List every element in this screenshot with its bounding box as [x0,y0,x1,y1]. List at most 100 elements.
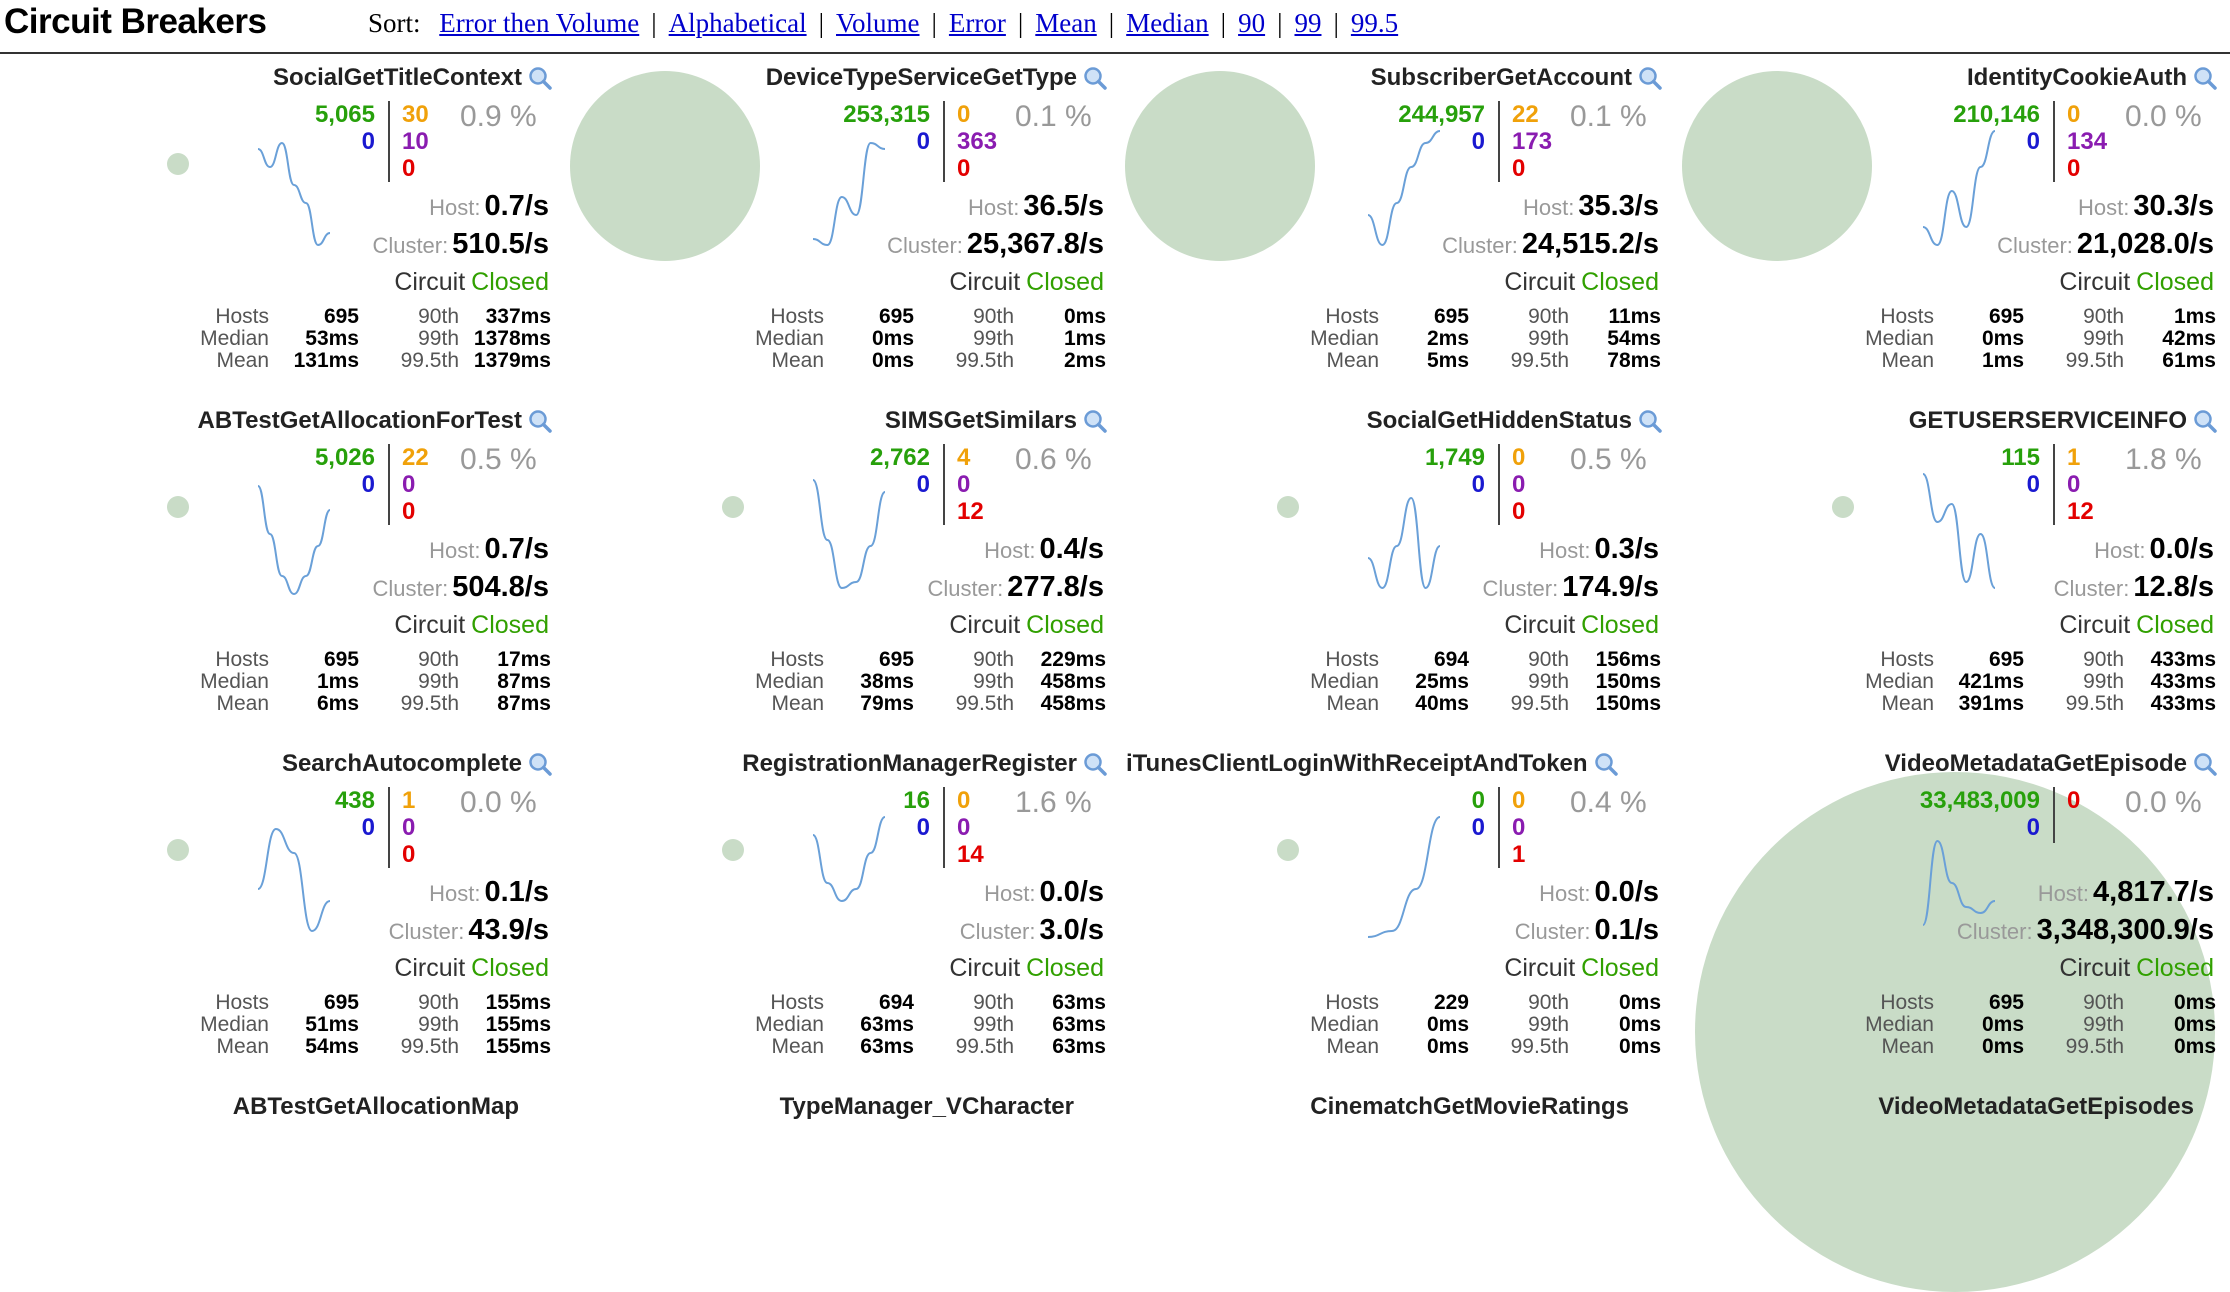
circuit-name[interactable]: VideoMetadataGetEpisode [1885,750,2218,778]
sparkline-chart [812,816,886,903]
sparkline-path [812,816,886,903]
host-rate-value: 0.7/s [484,190,550,222]
failure-count: 1 [1512,841,1526,868]
sort-link-error[interactable]: Error [948,8,1006,38]
sparkline-chart [1367,130,1441,247]
request-counts: 5,065 0 [265,101,375,155]
sort-link-volume[interactable]: Volume [836,8,920,38]
magnifier-icon[interactable] [2192,65,2218,91]
failure-count: 0 [1512,155,1526,182]
circuit-name[interactable]: IdentityCookieAuth [1967,64,2218,92]
circuit-label: Circuit [394,268,466,296]
magnifier-icon[interactable] [1082,408,1108,434]
sort-link-mean[interactable]: Mean [1035,8,1097,38]
sort-link-99-5[interactable]: 99.5 [1350,8,1399,38]
circuit-label: Circuit [2059,611,2131,639]
latency-row: Mean 0ms 99.5th 0ms [1279,1036,1661,1058]
sparkline-chart [812,141,886,247]
p99-label: 99th [2083,1013,2124,1036]
circuit-name[interactable]: DeviceTypeServiceGetType [766,64,1108,92]
cluster-rate: Cluster: 3,348,300.9/s [1957,914,2214,947]
header: Circuit Breakers Sort: Error then Volume… [0,0,2230,54]
circuit-name[interactable]: SearchAutocomplete [282,750,553,778]
magnifier-icon[interactable] [527,408,553,434]
p90-label: 90th [1528,305,1569,328]
mean-value: 5ms [1426,349,1469,372]
error-percentage: 0.4 % [1570,786,1647,819]
magnifier-icon[interactable] [527,65,553,91]
mean-label: Mean [1881,349,1934,372]
error-counts: 0 0 14 [943,787,997,868]
request-counts: 244,957 0 [1375,101,1485,155]
hosts-label: Hosts [1325,648,1379,671]
circuit-name[interactable]: iTunesClientLoginWithReceiptAndToken [1126,750,1665,778]
request-counts: 253,315 0 [820,101,930,155]
circuit-name-partial[interactable]: ABTestGetAllocationMap [232,1093,519,1120]
latency-row: Hosts 695 90th 0ms [1834,992,2216,1014]
circuit-name[interactable]: SIMSGetSimilars [885,407,1108,435]
cluster-label: Cluster: [887,233,963,258]
request-counts: 5,026 0 [265,444,375,498]
circuit-name[interactable]: RegistrationManagerRegister [742,750,1108,778]
magnifier-icon[interactable] [2192,408,2218,434]
sort-link-median[interactable]: Median [1126,8,1209,38]
p99-label: 99th [973,670,1014,693]
circuit-name-partial[interactable]: VideoMetadataGetEpisodes [1878,1093,2194,1120]
volume-bubble [1277,839,1299,861]
magnifier-icon[interactable] [527,751,553,777]
latency-row: Hosts 695 90th 337ms [169,306,551,328]
magnifier-icon[interactable] [1082,751,1108,777]
p995-value: 155ms [485,1035,551,1058]
circuit-card: IdentityCookieAuth 210,146 0 0 134 0 0.0 % Host… [1665,56,2220,401]
cluster-rate-value: 277.8/s [1007,571,1104,603]
magnifier-icon[interactable] [1637,65,1663,91]
page-title: Circuit Breakers [4,2,267,41]
sort-link-99[interactable]: 99 [1294,8,1322,38]
cluster-label: Cluster: [959,919,1036,944]
timeout-count: 0 [2067,101,2081,128]
magnifier-icon[interactable] [1637,408,1663,434]
latency-row: Median 2ms 99th 54ms [1279,328,1661,350]
circuit-name[interactable]: ABTestGetAllocationForTest [198,407,553,435]
p90-value: 0ms [2173,991,2216,1014]
circuit-name[interactable]: SubscriberGetAccount [1371,64,1663,92]
circuit-name[interactable]: GETUSERSERVICEINFO [1909,407,2218,435]
circuit-name[interactable]: SocialGetHiddenStatus [1367,407,1663,435]
sort-link-90[interactable]: 90 [1238,8,1266,38]
p90-value: 433ms [2150,648,2216,671]
mean-label: Mean [216,1035,269,1058]
magnifier-icon[interactable] [1593,751,1619,777]
latency-row: Hosts 695 90th 433ms [1834,649,2216,671]
magnifier-icon[interactable] [1082,65,1108,91]
circuit-name-text: RegistrationManagerRegister [742,750,1077,777]
sort-link-alphabetical[interactable]: Alphabetical [668,8,807,38]
circuit-name-partial[interactable]: CinematchGetMovieRatings [1310,1093,1629,1120]
short-circuited-count: 0 [1471,471,1485,498]
success-count: 5,026 [314,444,375,471]
circuit-status: Circuit Closed [394,268,549,297]
timeout-count: 0 [2067,787,2081,814]
sparkline-path [257,827,331,933]
p995-value: 0ms [2173,1035,2216,1058]
circuit-name-partial[interactable]: TypeManager_VCharacter [779,1093,1074,1120]
volume-bubble [1682,71,1872,261]
hosts-label: Hosts [215,305,269,328]
mean-value: 1ms [1981,349,2024,372]
magnifier-icon[interactable] [2192,751,2218,777]
circuit-name[interactable]: SocialGetTitleContext [273,64,553,92]
rejected-count: 173 [1512,128,1553,155]
host-rate-value: 0.0/s [1039,876,1105,908]
cluster-label: Cluster: [2053,576,2130,601]
hosts-value: 695 [1433,305,1469,328]
sort-link-error-then-volume[interactable]: Error then Volume [439,8,640,38]
hosts-label: Hosts [215,648,269,671]
p995-label: 99.5th [400,349,459,372]
success-count: 115 [2001,444,2040,471]
circuit-label: Circuit [949,611,1021,639]
mean-value: 54ms [305,1035,359,1058]
p99-value: 54ms [1607,327,1661,350]
cluster-rate-value: 3.0/s [1039,914,1105,946]
circuit-label: Circuit [949,954,1021,982]
cluster-rate-value: 510.5/s [452,228,549,260]
